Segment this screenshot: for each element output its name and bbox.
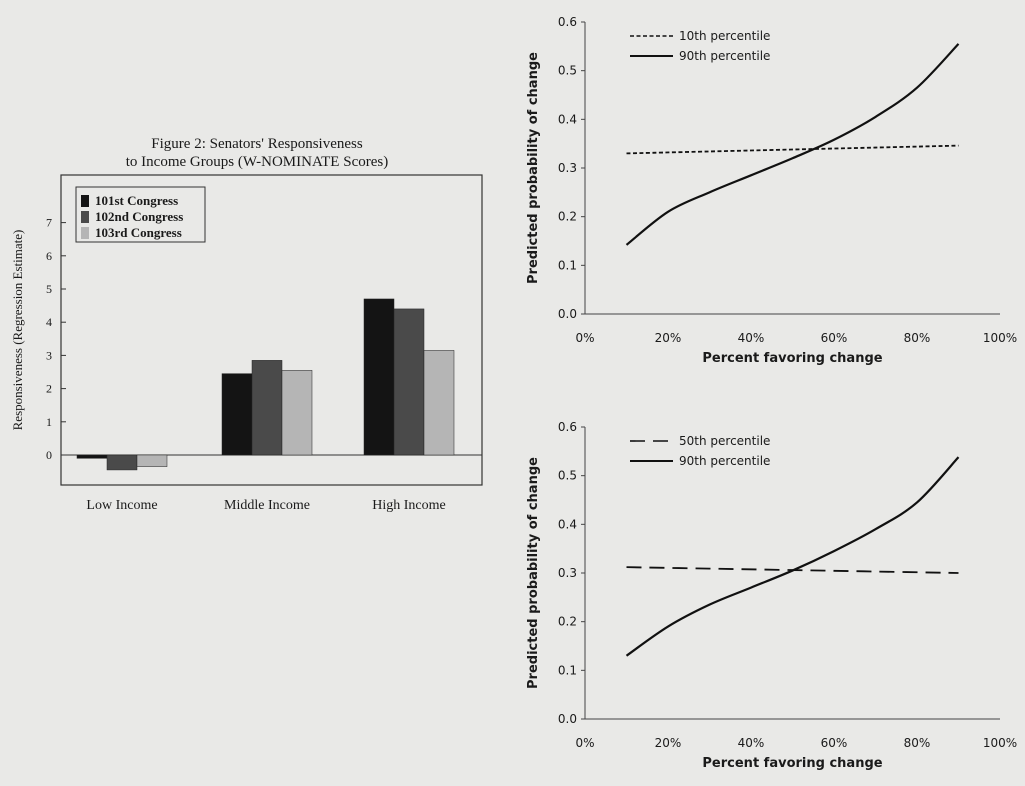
legend-label-102nd: 102nd Congress: [95, 209, 183, 224]
x-tick-label: 100%: [983, 736, 1017, 750]
bar-chart-plot-frame: [60, 174, 483, 486]
x-tick-label: 40%: [738, 331, 765, 345]
y-tick-label: 0.2: [558, 615, 577, 629]
bar-102nd-low-income: [106, 454, 138, 471]
bar-chart-subtitle: to Income Groups (W-NOMINATE Scores): [126, 154, 388, 170]
bar-y-tick-label: 0: [46, 448, 52, 462]
x-tick-label: 20%: [655, 331, 682, 345]
bar-101st-high-income: [363, 298, 395, 456]
legend-swatch-102nd: [81, 211, 89, 223]
y-tick-label: 0.3: [558, 161, 577, 175]
series-line-10th-percentile: [626, 144, 959, 155]
bar-y-tick-label: 6: [46, 249, 52, 263]
y-tick-label: 0.1: [558, 663, 577, 677]
bar-y-tick-label: 4: [46, 315, 52, 329]
y-tick-label: 0.0: [558, 712, 577, 726]
legend-label-101st: 101st Congress: [95, 193, 178, 208]
bar-y-tick-label: 7: [46, 216, 52, 230]
x-tick-label: 0%: [575, 331, 594, 345]
x-tick-label: 60%: [821, 331, 848, 345]
y-tick-label: 0.4: [558, 517, 577, 531]
x-tick-label: 100%: [983, 331, 1017, 345]
bar-chart-x-ticks: Low Income Middle Income High Income: [86, 498, 445, 513]
y-axis-title: Predicted probability of change: [526, 52, 541, 284]
bar-103rd-middle-income: [281, 370, 313, 456]
y-tick-label: 0.0: [558, 307, 577, 321]
y-tick-label: 0.4: [558, 112, 577, 126]
bar-chart-bars: [76, 298, 455, 471]
series-line-90th-percentile: [625, 456, 960, 657]
bar-y-tick-label: 1: [46, 415, 52, 429]
y-tick-label: 0.5: [558, 64, 577, 78]
bar-103rd-low-income: [136, 454, 168, 467]
bar-x-category-label: High Income: [372, 498, 445, 513]
x-tick-label: 80%: [904, 736, 931, 750]
bar-x-category-label: Middle Income: [224, 498, 310, 513]
x-tick-label: 60%: [821, 736, 848, 750]
bar-y-tick-label: 3: [46, 348, 52, 362]
x-axis-title: Percent favoring change: [702, 756, 882, 771]
legend-label-50th-percentile: 50th percentile: [679, 434, 770, 448]
legend-label-90th-percentile: 90th percentile: [679, 454, 770, 468]
y-tick-label: 0.3: [558, 566, 577, 580]
bar-102nd-high-income: [393, 308, 425, 456]
series-line-90th-percentile: [625, 43, 960, 246]
y-tick-label: 0.6: [558, 15, 577, 29]
y-axis-title: Predicted probability of change: [526, 457, 541, 689]
legend-label-10th-percentile: 10th percentile: [679, 29, 770, 43]
y-tick-label: 0.5: [558, 469, 577, 483]
bar-chart-legend-box: [75, 186, 206, 243]
legend-label-90th-percentile: 90th percentile: [679, 49, 770, 63]
bar-chart-title: Figure 2: Senators' Responsiveness: [151, 136, 363, 152]
x-tick-label: 40%: [738, 736, 765, 750]
line-chart-bottom: 0.0 0.1 0.2 0.3 0.4 0.5 0.6 0% 20% 40% 60% 80% 100% P…: [526, 420, 1017, 771]
x-axis-title: Percent favoring change: [702, 351, 882, 366]
bar-101st-middle-income: [221, 373, 253, 456]
bar-y-tick-label: 2: [46, 382, 52, 396]
bar-y-tick-label: 5: [46, 282, 52, 296]
bar-x-category-label: Low Income: [86, 498, 157, 513]
legend-swatch-103rd: [81, 227, 89, 239]
bar-103rd-high-income: [423, 350, 455, 456]
bar-101st-low-income: [76, 454, 108, 459]
legend-swatch-101st: [81, 195, 89, 207]
y-tick-label: 0.1: [558, 258, 577, 272]
x-tick-label: 80%: [904, 331, 931, 345]
x-tick-label: 20%: [655, 736, 682, 750]
x-tick-label: 0%: [575, 736, 594, 750]
bar-102nd-middle-income: [251, 360, 283, 456]
line-chart-top: 0.0 0.1 0.2 0.3 0.4 0.5 0.6 0% 20% 40% 60% 80% 100% P…: [526, 15, 1017, 366]
legend-label-103rd: 103rd Congress: [95, 225, 182, 240]
bar-chart: Figure 2: Senators' Responsiveness to In…: [10, 136, 483, 513]
y-tick-label: 0.2: [558, 210, 577, 224]
bar-chart-y-axis-label: Responsiveness (Regression Estimate): [10, 230, 25, 431]
y-tick-label: 0.6: [558, 420, 577, 434]
bar-chart-legend: 101st Congress 102nd Congress 103rd Cong…: [75, 186, 206, 243]
